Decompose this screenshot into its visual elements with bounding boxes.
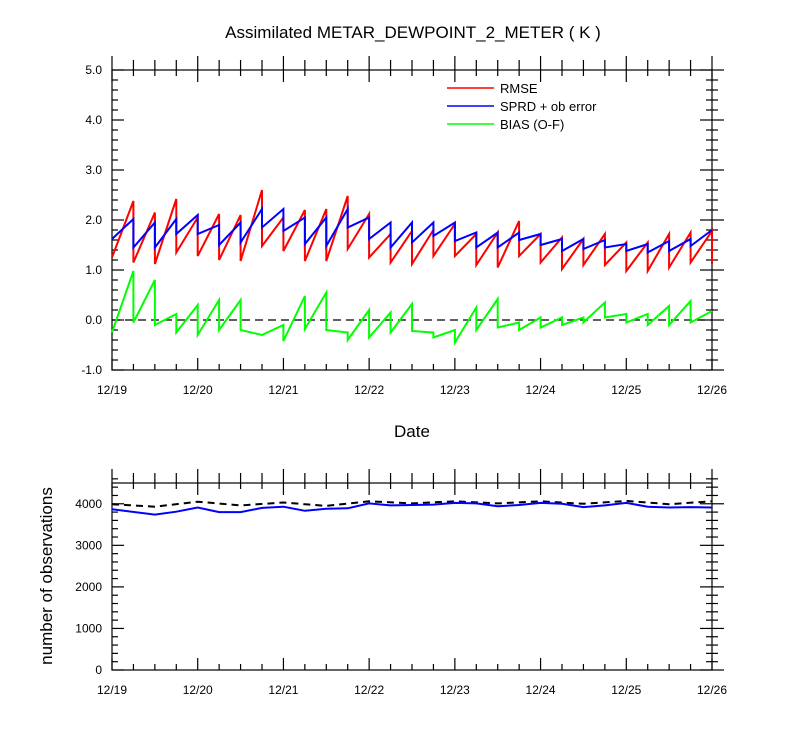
x-tick-label: 12/24 xyxy=(526,383,556,397)
x-tick-label: 12/26 xyxy=(697,683,727,697)
x-tick-label: 12/19 xyxy=(97,383,127,397)
chart-title: Assimilated METAR_DEWPOINT_2_METER ( K ) xyxy=(225,23,601,42)
y-tick-label: 3000 xyxy=(75,538,102,552)
legend-entry: RMSE xyxy=(500,81,538,96)
y-tick-label: 4.0 xyxy=(85,113,102,127)
legend-entry: BIAS (O-F) xyxy=(500,117,564,132)
x-tick-label: 12/21 xyxy=(268,683,298,697)
bias-o-f-series-line xyxy=(111,270,713,347)
y-tick-label: 2.0 xyxy=(85,213,102,227)
y-tick-label: 3.0 xyxy=(85,163,102,177)
x-axis-label: Date xyxy=(394,422,430,441)
x-tick-label: 12/20 xyxy=(183,383,213,397)
assimilated-series-line xyxy=(111,501,713,516)
x-tick-label: 12/22 xyxy=(354,383,384,397)
x-tick-label: 12/21 xyxy=(268,383,298,397)
y-tick-label: 1.0 xyxy=(85,263,102,277)
sprd-ob-error-series-line xyxy=(111,205,713,255)
top-plot: 12/19 12/20 12/21 12/22 12/23 12/24 12/25 12/26… xyxy=(81,56,727,397)
y-tick-label: 1000 xyxy=(75,621,102,635)
x-tick-label: 12/24 xyxy=(526,683,556,697)
possible-series-line xyxy=(111,499,713,508)
y-tick-label: 5.0 xyxy=(85,63,102,77)
plot-frame xyxy=(111,482,713,671)
y-tick-label: 0.0 xyxy=(85,313,102,327)
y-tick-label: -1.0 xyxy=(81,363,102,377)
y-tick-label: 2000 xyxy=(75,580,102,594)
x-tick-label: 12/20 xyxy=(183,683,213,697)
x-tick-label: 12/22 xyxy=(354,683,384,697)
x-tick-label: 12/26 xyxy=(697,383,727,397)
y-tick-label: 4000 xyxy=(75,497,102,511)
y-tick-label: 0 xyxy=(95,663,102,677)
x-tick-label: 12/25 xyxy=(611,683,641,697)
bottom-plot: 12/19 12/20 12/21 12/22 12/23 12/24 12/25 12/26… xyxy=(75,469,727,697)
legend-entry: SPRD + ob error xyxy=(500,99,597,114)
y-axis-label: number of observations xyxy=(37,487,56,665)
x-tick-label: 12/23 xyxy=(440,683,470,697)
x-tick-label: 12/25 xyxy=(611,383,641,397)
x-tick-label: 12/23 xyxy=(440,383,470,397)
x-tick-label: 12/19 xyxy=(97,683,127,697)
